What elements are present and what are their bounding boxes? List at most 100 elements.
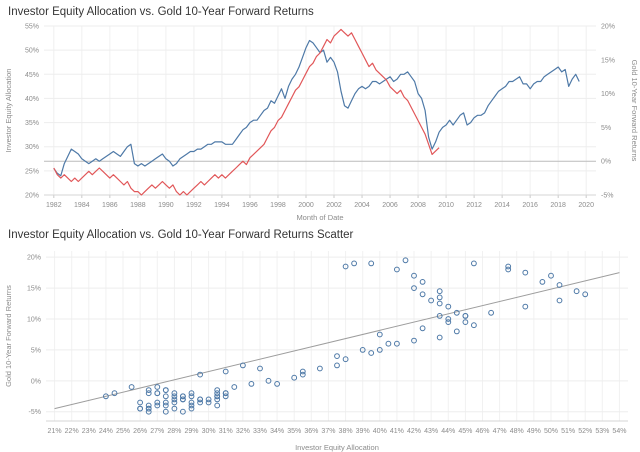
scatter-point[interactable] [180, 408, 186, 415]
scatter-point[interactable] [582, 291, 589, 298]
scatter-point[interactable] [411, 272, 417, 279]
scatter-point[interactable] [419, 325, 426, 332]
scatter-point[interactable] [145, 402, 152, 409]
scatter-point[interactable] [522, 303, 529, 310]
scatter-point[interactable] [445, 316, 452, 322]
scatter-point[interactable] [188, 390, 195, 397]
scatter-point[interactable] [471, 322, 477, 329]
series-line-equity-allocation[interactable] [53, 39, 580, 177]
scatter-point[interactable] [145, 408, 152, 415]
scatter-point[interactable] [145, 387, 152, 394]
scatter-point[interactable] [556, 297, 563, 304]
scatter-point[interactable] [471, 260, 477, 267]
scatter-point[interactable] [111, 390, 118, 397]
scatter-point[interactable] [188, 402, 195, 409]
scatter-point[interactable] [214, 387, 221, 394]
scatter-point[interactable] [188, 405, 195, 412]
line-chart[interactable]: 1982 1984 1986 1988 1990 1992 1994 1996 1998 2000… [0, 20, 640, 223]
scatter-point[interactable] [205, 399, 212, 406]
scatter-point[interactable] [505, 263, 512, 270]
scatter-point[interactable] [342, 263, 349, 270]
scatter-point[interactable] [436, 334, 443, 341]
scatter-point[interactable] [419, 279, 426, 285]
scatter-point[interactable] [231, 384, 238, 390]
scatter-point[interactable] [488, 309, 495, 316]
scatter-point[interactable] [342, 356, 349, 363]
scatter-point[interactable] [299, 371, 306, 378]
scatter-point[interactable] [436, 300, 443, 307]
scatter-point[interactable] [180, 396, 186, 403]
scatter-point[interactable] [394, 340, 400, 347]
scatter-point[interactable] [419, 291, 426, 298]
scatter-point[interactable] [162, 393, 169, 400]
scatter-point[interactable] [291, 374, 298, 381]
scatter-point[interactable] [453, 309, 460, 316]
series-line-gold-returns[interactable] [53, 28, 440, 196]
scatter-point[interactable] [205, 396, 212, 403]
scatter-point[interactable] [188, 393, 195, 400]
scatter-point[interactable] [368, 350, 375, 356]
scatter-point[interactable] [573, 288, 580, 295]
scatter-point[interactable] [436, 288, 443, 295]
scatter-point[interactable] [128, 384, 135, 390]
scatter-point[interactable] [145, 405, 152, 412]
scatter-point[interactable] [214, 402, 221, 409]
scatter-point[interactable] [214, 393, 221, 400]
scatter-point[interactable] [402, 257, 409, 264]
scatter-point[interactable] [385, 340, 392, 347]
scatter-point[interactable] [368, 260, 375, 267]
scatter-point[interactable] [299, 368, 306, 375]
scatter-point[interactable] [556, 282, 563, 288]
scatter-point[interactable] [154, 402, 161, 409]
scatter-point[interactable] [522, 269, 529, 276]
scatter-point[interactable] [222, 393, 229, 400]
scatter-point[interactable] [162, 408, 169, 415]
scatter-point[interactable] [334, 362, 340, 369]
scatter-point[interactable] [376, 347, 383, 353]
scatter-point[interactable] [171, 405, 178, 412]
scatter-point[interactable] [222, 368, 229, 375]
scatter-point[interactable] [265, 377, 272, 384]
scatter-point[interactable] [162, 399, 169, 406]
scatter-point[interactable] [240, 362, 246, 369]
scatter-point[interactable] [248, 381, 255, 387]
scatter-point[interactable] [539, 279, 546, 285]
scatter-point[interactable] [317, 365, 323, 372]
scatter-point[interactable] [162, 387, 169, 394]
scatter-point[interactable] [137, 399, 144, 406]
scatter-point[interactable] [171, 399, 178, 406]
scatter-point[interactable] [436, 294, 443, 301]
scatter-point[interactable] [145, 390, 152, 397]
scatter-point[interactable] [162, 402, 169, 409]
scatter-point[interactable] [428, 297, 435, 304]
scatter-point[interactable] [453, 328, 460, 335]
scatter-point[interactable] [274, 381, 281, 387]
scatter-point[interactable] [359, 347, 366, 353]
scatter-point[interactable] [197, 371, 204, 378]
scatter-point[interactable] [188, 399, 195, 406]
scatter-point[interactable] [103, 393, 109, 400]
scatter-point[interactable] [548, 272, 554, 279]
scatter-point[interactable] [376, 331, 383, 338]
scatter-point[interactable] [171, 390, 178, 397]
scatter-point[interactable] [394, 266, 400, 273]
scatter-point[interactable] [154, 384, 161, 390]
scatter-point[interactable] [351, 260, 358, 267]
scatter-point[interactable] [214, 396, 221, 403]
scatter-point[interactable] [445, 319, 452, 325]
scatter-chart[interactable]: 21% 22% 23% 24% 25% 26% 27% 28% 29% 30% 31% 32% 33% 3… [0, 243, 640, 452]
scatter-point[interactable] [180, 393, 186, 400]
scatter-point[interactable] [154, 390, 161, 397]
scatter-point[interactable] [222, 390, 229, 397]
scatter-point[interactable] [214, 390, 221, 397]
scatter-point[interactable] [171, 393, 178, 400]
scatter-point[interactable] [411, 285, 417, 291]
scatter-point[interactable] [334, 353, 340, 359]
scatter-point[interactable] [197, 399, 204, 406]
scatter-point[interactable] [154, 399, 161, 406]
scatter-point[interactable] [137, 405, 144, 412]
scatter-point[interactable] [462, 313, 469, 319]
scatter-point[interactable] [171, 396, 178, 403]
scatter-point[interactable] [505, 266, 512, 273]
scatter-point[interactable] [445, 303, 452, 310]
